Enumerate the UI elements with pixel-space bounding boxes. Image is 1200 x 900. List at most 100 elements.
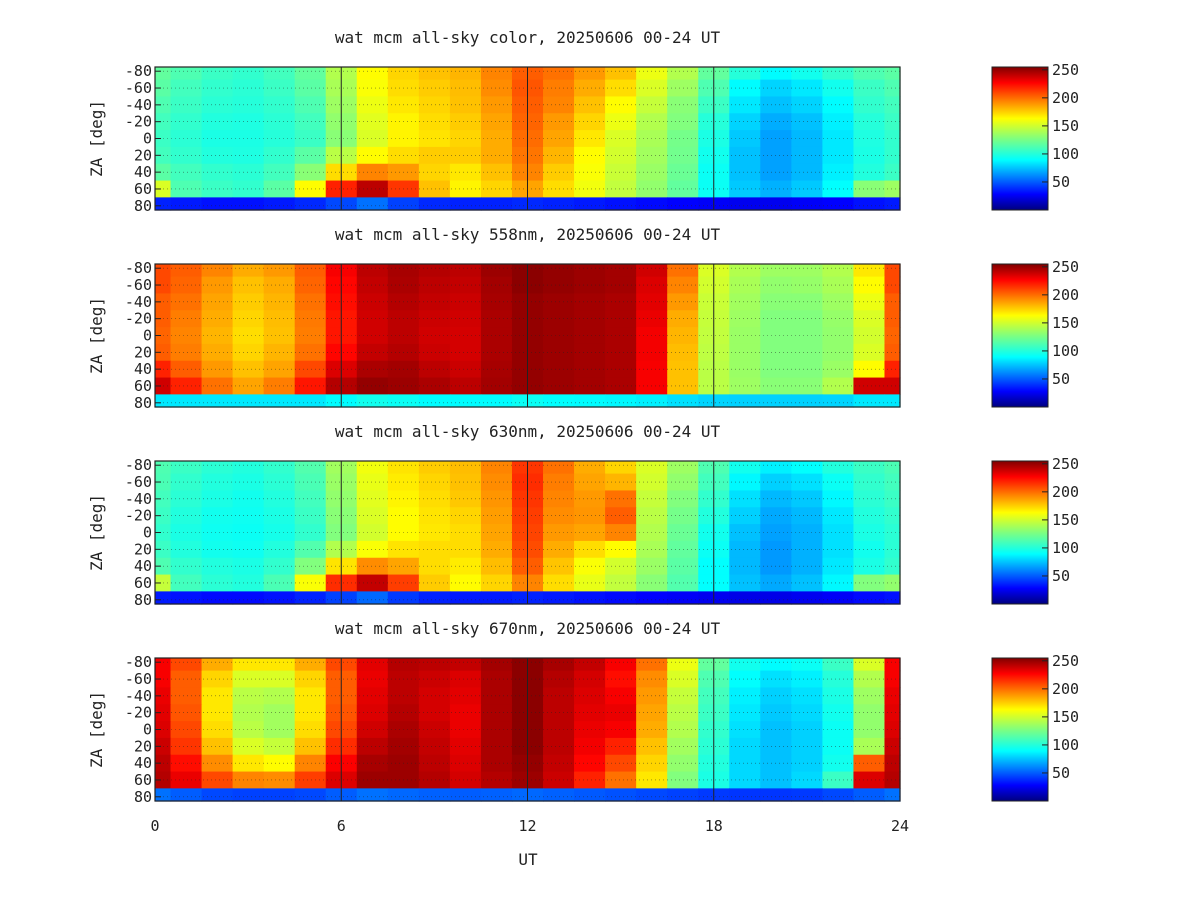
heatmap-cell	[822, 771, 855, 789]
heatmap-cell	[760, 721, 792, 739]
heatmap-cell	[853, 130, 886, 148]
heatmap-cell	[155, 557, 172, 576]
heatmap-cell	[574, 670, 606, 689]
heatmap-cell	[480, 180, 513, 198]
heatmap-cell	[480, 113, 513, 131]
grid	[155, 658, 900, 801]
heatmap-cell	[543, 377, 575, 395]
heatmap-cell	[884, 343, 901, 362]
heatmap-cell	[853, 394, 886, 408]
heatmap-cell	[729, 473, 761, 492]
heatmap-cell	[356, 557, 389, 576]
colorbar-tick-label: 250	[1052, 455, 1079, 473]
heatmap-cell	[449, 524, 482, 542]
heatmap-cell	[543, 771, 575, 789]
heatmap-cell	[822, 461, 855, 475]
heatmap-cell	[170, 276, 203, 295]
heatmap-cell	[667, 276, 699, 295]
heatmap-cell	[480, 343, 513, 362]
heatmap-cell	[170, 293, 203, 311]
heatmap-cell	[853, 293, 886, 311]
heatmap-cell	[480, 591, 513, 605]
heatmap-cell	[356, 490, 389, 508]
heatmap-cell	[449, 574, 482, 592]
heatmap-cell	[605, 754, 637, 773]
heatmap-cell	[760, 461, 792, 475]
heatmap-cell	[884, 507, 901, 525]
y-tick-label: -20	[125, 507, 152, 525]
heatmap-cell	[418, 737, 451, 756]
heatmap-cell	[884, 113, 901, 131]
heatmap-cell	[356, 310, 389, 328]
heatmap-cell	[605, 473, 637, 492]
heatmap-cell	[418, 96, 451, 114]
heatmap-cell	[418, 343, 451, 362]
heatmap-cell	[387, 658, 420, 672]
heatmap-cell	[201, 473, 234, 492]
heatmap-cell	[760, 163, 792, 182]
heatmap-cell	[543, 360, 575, 379]
y-tick-label: 20	[134, 343, 152, 361]
heatmap-cell	[729, 197, 761, 211]
heatmap-cell	[729, 327, 761, 345]
heatmap-cell	[853, 507, 886, 525]
heatmap-cell	[170, 264, 203, 278]
heatmap-cells	[155, 67, 901, 211]
y-tick-label: -20	[125, 704, 152, 722]
heatmap-cell	[232, 130, 265, 148]
heatmap-cell	[356, 670, 389, 689]
heatmap-panel-4: wat mcm all-sky 670nm, 20250606 00-24 UT…	[87, 619, 1079, 806]
heatmap-cell	[170, 343, 203, 362]
heatmap-cell	[449, 163, 482, 182]
heatmap-cell	[605, 704, 637, 722]
heatmap-cell	[822, 96, 855, 114]
heatmap-cell	[201, 670, 234, 689]
heatmap-cell	[636, 197, 668, 211]
y-tick-label: -60	[125, 473, 152, 491]
heatmap-cell	[170, 524, 203, 542]
heatmap-cell	[480, 721, 513, 739]
colorbar-tick-label: 250	[1052, 258, 1079, 276]
heatmap-cell	[418, 377, 451, 395]
heatmap-cell	[884, 310, 901, 328]
heatmap-cell	[201, 771, 234, 789]
heatmap-cell	[232, 524, 265, 542]
colorbar-tick-label: 50	[1052, 370, 1070, 388]
heatmap-cell	[884, 264, 901, 278]
heatmap-cell	[201, 130, 234, 148]
heatmap-cell	[822, 163, 855, 182]
heatmap-cell	[574, 574, 606, 592]
panel-title: wat mcm all-sky 558nm, 20250606 00-24 UT	[335, 225, 721, 244]
y-tick-label: 20	[134, 540, 152, 558]
heatmap-cell	[263, 360, 296, 379]
heatmap-cell	[356, 79, 389, 98]
heatmap-cell	[232, 687, 265, 705]
heatmap-cell	[543, 754, 575, 773]
heatmap-cell	[760, 67, 792, 81]
y-tick-label: -40	[125, 687, 152, 705]
heatmap-cell	[480, 754, 513, 773]
heatmap-cell	[387, 754, 420, 773]
heatmap-cell	[574, 754, 606, 773]
heatmap-cell	[853, 754, 886, 773]
heatmap-cell	[356, 146, 389, 165]
heatmap-cell	[729, 704, 761, 722]
heatmap-cell	[574, 197, 606, 211]
heatmap-cell	[760, 130, 792, 148]
heatmap-cell	[294, 113, 327, 131]
x-tick-label: 6	[337, 817, 346, 835]
heatmap-cell	[294, 343, 327, 362]
heatmap-cell	[387, 360, 420, 379]
heatmap-cell	[294, 473, 327, 492]
heatmap-cell	[387, 524, 420, 542]
heatmap-cell	[605, 79, 637, 98]
heatmap-cell	[574, 788, 606, 802]
heatmap-cell	[760, 591, 792, 605]
heatmap-cell	[543, 658, 575, 672]
heatmap-cell	[449, 360, 482, 379]
heatmap-cell	[605, 163, 637, 182]
heatmap-cell	[387, 67, 420, 81]
heatmap-cell	[667, 788, 699, 802]
heatmap-cell	[574, 771, 606, 789]
heatmap-cell	[636, 79, 668, 98]
